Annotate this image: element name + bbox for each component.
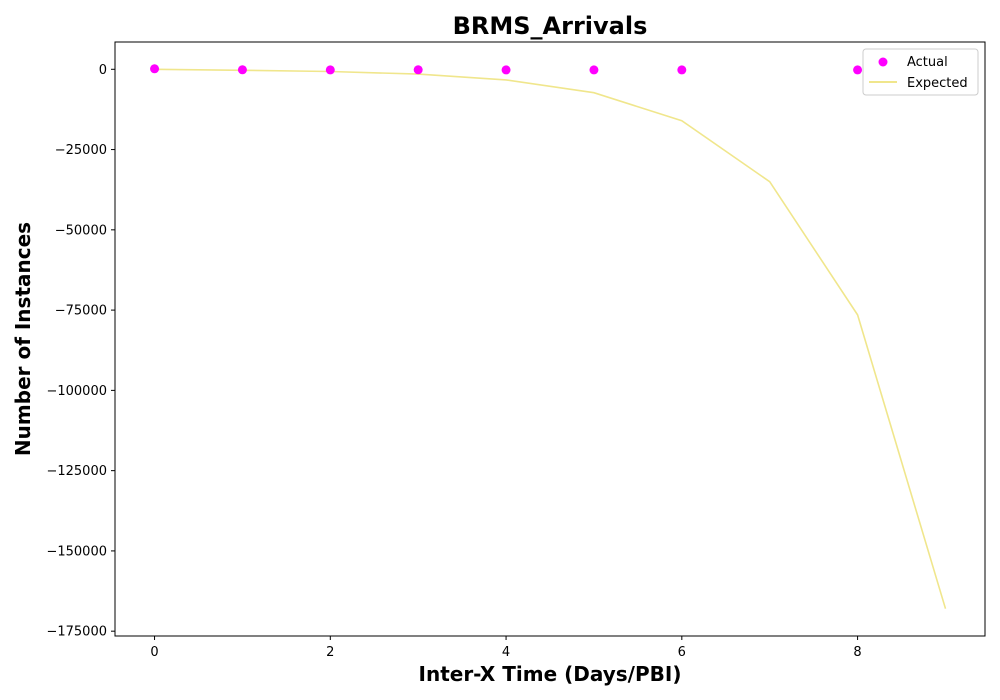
chart-title: BRMS_Arrivals	[453, 12, 648, 40]
actual-point	[413, 65, 423, 75]
actual-point	[677, 65, 687, 75]
y-tick-label: −150000	[46, 544, 107, 559]
x-axis-label: Inter-X Time (Days/PBI)	[419, 662, 682, 686]
plot-frame	[114, 41, 986, 637]
legend-actual-marker	[878, 57, 888, 67]
legend-box	[862, 48, 979, 96]
x-tick-label: 4	[502, 645, 510, 660]
legend: Actual Expected	[862, 48, 979, 96]
expected-series	[154, 68, 947, 609]
y-tick-label: −125000	[46, 464, 107, 479]
y-tick-label: 0	[99, 63, 107, 78]
expected-line	[154, 68, 947, 609]
y-tick-label: −75000	[55, 304, 107, 319]
y-axis-label: Number of Instances	[11, 222, 35, 456]
y-axis-ticks: 0 −25000 −50000 −75000 −100000 −125000 −150000…	[46, 63, 115, 640]
actual-point	[501, 65, 511, 75]
y-tick-label: −100000	[46, 384, 107, 399]
x-axis-ticks: 0 2 4 6 8	[150, 636, 862, 660]
y-tick-label: −175000	[46, 625, 107, 640]
legend-actual-label: Actual	[907, 55, 948, 70]
y-tick-label: −25000	[55, 143, 107, 158]
y-tick-label: −50000	[55, 223, 107, 238]
actual-point	[853, 65, 863, 75]
actual-point	[237, 65, 247, 75]
actual-point	[589, 65, 599, 75]
actual-point	[150, 64, 160, 74]
actual-point	[325, 65, 335, 75]
legend-expected-label: Expected	[907, 76, 968, 91]
actual-series	[150, 64, 863, 75]
x-tick-label: 8	[853, 645, 861, 660]
x-tick-label: 0	[150, 645, 158, 660]
x-tick-label: 2	[326, 645, 334, 660]
x-tick-label: 6	[678, 645, 686, 660]
